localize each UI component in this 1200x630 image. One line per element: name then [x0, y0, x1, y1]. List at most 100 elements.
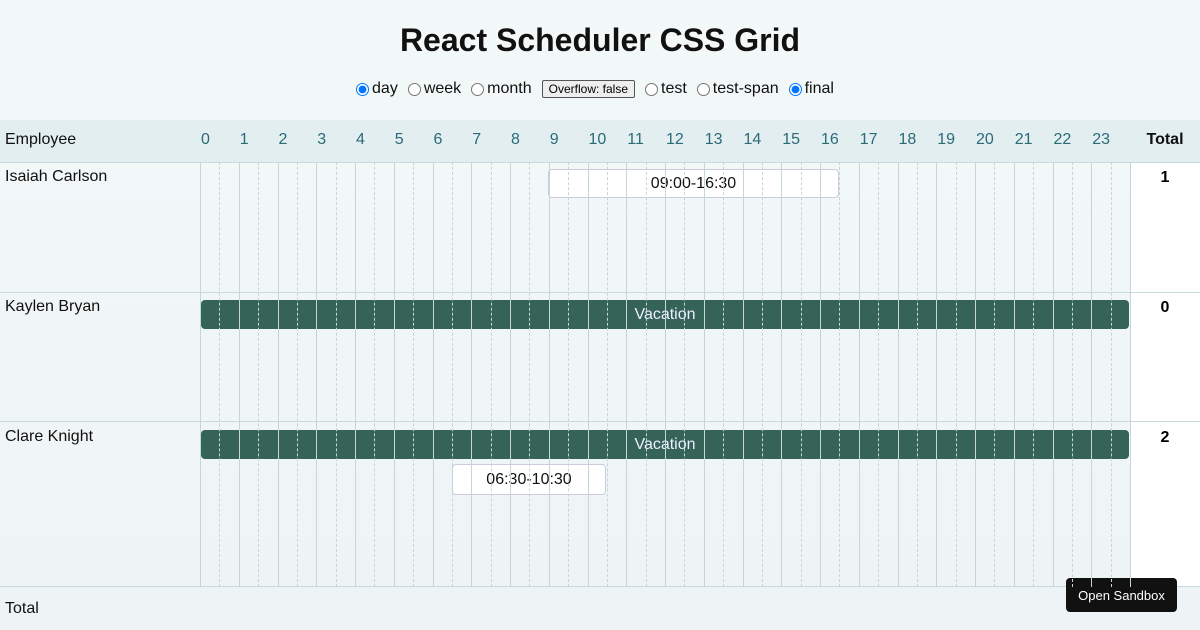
hour-label: 11	[627, 131, 644, 148]
hour-label: 23	[1092, 131, 1111, 148]
total-header: Total	[1146, 131, 1184, 148]
half-hour-line	[606, 162, 608, 587]
half-hour-line	[1033, 162, 1035, 587]
hour-line	[936, 162, 938, 587]
half-hour-line	[684, 162, 686, 587]
employee-name: Isaiah Carlson	[5, 168, 108, 185]
radio-label: test	[661, 80, 687, 97]
employee-name: Kaylen Bryan	[5, 298, 101, 315]
radio[interactable]: day	[356, 80, 398, 98]
hour-label: 5	[394, 131, 404, 148]
hour-line	[277, 162, 279, 587]
employee-header: Employee	[5, 131, 77, 148]
hour-label: 15	[782, 131, 801, 148]
radio-input[interactable]	[645, 82, 658, 96]
radio-label: final	[804, 80, 834, 97]
half-hour-line	[413, 162, 415, 587]
half-hour-line	[955, 162, 957, 587]
radio-input[interactable]	[356, 82, 370, 96]
employee-name: Clare Knight	[5, 428, 94, 445]
hour-label: 2	[278, 131, 288, 148]
hour-label: 12	[666, 131, 684, 148]
row-line	[0, 162, 1200, 163]
half-hour-line	[645, 162, 647, 587]
total-column	[1130, 162, 1200, 587]
hour-label: 1	[239, 131, 249, 148]
hour-line	[703, 162, 705, 587]
radio-input[interactable]	[696, 82, 710, 96]
row-line	[0, 586, 1200, 587]
hour-line	[548, 162, 550, 587]
half-hour-line	[451, 162, 453, 587]
footer-label: Total	[5, 600, 39, 617]
radio-label: test-span	[712, 80, 779, 97]
hour-label: 4	[356, 131, 365, 148]
radio[interactable]: test-span	[696, 80, 779, 98]
hour-line	[1091, 162, 1093, 587]
overflow-button[interactable]: Overflow: false	[541, 80, 635, 98]
hour-line	[897, 162, 899, 587]
radio-input[interactable]	[471, 82, 485, 96]
hour-line	[355, 162, 356, 587]
controls: day week month Overflow: false test test…	[0, 80, 1200, 98]
hour-line	[393, 162, 395, 587]
hour-line	[742, 162, 744, 587]
radio[interactable]: week	[407, 80, 462, 98]
radio[interactable]: month	[471, 80, 532, 98]
half-hour-line	[335, 162, 337, 587]
hour-label: 0	[201, 131, 210, 148]
hour-line	[1013, 162, 1015, 587]
hour-line	[238, 162, 240, 587]
hour-label: 7	[472, 131, 482, 148]
half-hour-line	[916, 162, 918, 587]
hour-line	[781, 162, 783, 587]
hour-label: 22	[1053, 131, 1072, 148]
hour-line	[432, 162, 434, 587]
half-hour-line	[374, 162, 376, 587]
half-hour-line	[258, 162, 260, 587]
hour-label: 17	[859, 131, 878, 148]
half-hour-line	[296, 162, 298, 587]
hour-label: 13	[704, 131, 723, 148]
hour-line	[471, 162, 473, 587]
radio-input[interactable]	[788, 82, 802, 96]
half-hour-line	[529, 162, 531, 587]
title: React Scheduler CSS Grid	[399, 22, 801, 58]
hour-line	[858, 162, 860, 587]
shift[interactable]: 09:00-16:30	[548, 169, 839, 198]
row-total: 2	[1160, 429, 1170, 446]
hour-line	[316, 162, 318, 587]
radio-input[interactable]	[407, 82, 421, 96]
radio[interactable]: test	[645, 80, 687, 98]
hour-line	[587, 162, 589, 587]
half-hour-line	[490, 162, 492, 587]
row-line	[0, 421, 1200, 422]
shift[interactable]: 06:30-10:30	[452, 464, 606, 495]
hour-line	[200, 162, 201, 587]
hour-line	[665, 162, 666, 587]
hour-label: 19	[937, 131, 956, 148]
half-hour-line	[994, 162, 996, 587]
half-hour-line	[568, 162, 570, 587]
half-hour-line	[839, 162, 841, 587]
hour-line	[510, 162, 511, 587]
hour-label: 9	[549, 131, 559, 148]
row-total: 0	[1160, 299, 1170, 316]
radio-label: day	[372, 80, 398, 97]
hour-label: 10	[588, 131, 607, 148]
hour-label: 18	[898, 131, 917, 148]
open-sandbox-button[interactable]: Open Sandbox	[1066, 578, 1177, 612]
half-hour-line	[1071, 162, 1073, 587]
row-line	[0, 292, 1200, 293]
header-row	[0, 120, 1200, 162]
hour-label: 21	[1014, 131, 1033, 148]
radio-label: week	[423, 80, 462, 97]
radio[interactable]: final	[788, 80, 834, 98]
hour-label: 3	[317, 131, 327, 148]
half-hour-line	[761, 162, 763, 587]
row-total: 1	[1160, 169, 1170, 186]
hour-line	[975, 162, 976, 587]
half-hour-line	[723, 162, 725, 587]
hour-line	[820, 162, 821, 587]
